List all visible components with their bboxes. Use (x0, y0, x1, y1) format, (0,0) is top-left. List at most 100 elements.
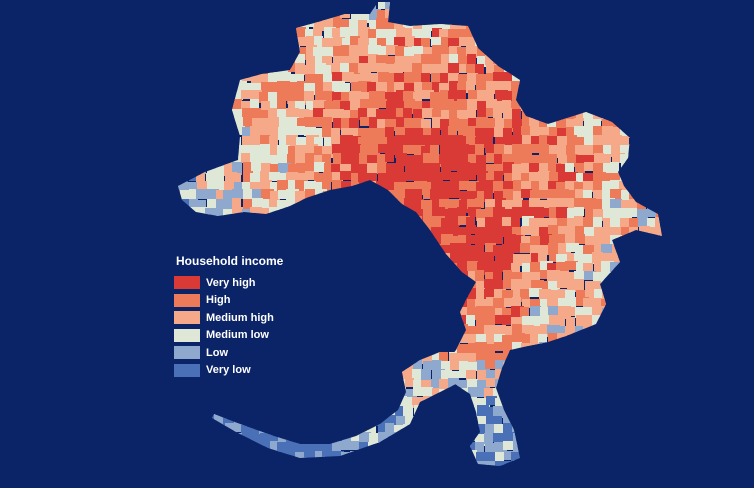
suburb-cell (161, 209, 174, 218)
suburb-cell (423, 396, 435, 407)
suburb-cell (666, 108, 678, 119)
suburb-cell (430, 279, 441, 289)
suburb-cell (621, 352, 633, 365)
suburb-cell (252, 461, 262, 466)
suburb-cell (593, 28, 602, 41)
suburb-cell (385, 18, 394, 29)
suburb-cell (575, 389, 588, 402)
suburb-cell (486, 164, 497, 174)
suburb-cell (360, 380, 370, 389)
suburb-cell (574, 118, 583, 129)
suburb-cell (250, 225, 262, 234)
suburb-cell (511, 65, 522, 77)
suburb-cell (476, 234, 486, 245)
suburb-cell (502, 81, 512, 91)
suburb-cell (601, 280, 610, 291)
suburb-cell (216, 424, 225, 437)
suburb-cell (394, 37, 405, 48)
suburb-cell (476, 461, 488, 466)
suburb-cell (549, 145, 559, 156)
suburb-cell (225, 442, 236, 452)
suburb-cell (538, 171, 550, 184)
suburb-cell (351, 190, 360, 201)
suburb-cell (322, 154, 331, 165)
suburb-cell (610, 55, 619, 66)
suburb-cell (162, 325, 174, 335)
suburb-cell (594, 325, 606, 336)
suburb-cell (287, 405, 299, 415)
suburb-cell (394, 207, 407, 217)
suburb-cell (647, 83, 656, 95)
suburb-cell (385, 360, 397, 372)
suburb-cell (288, 290, 299, 299)
suburb-cell (405, 155, 414, 165)
suburb-cell (295, 180, 308, 191)
suburb-cell (566, 92, 577, 101)
suburb-cell (260, 379, 272, 392)
suburb-cell (332, 478, 342, 488)
suburb-cell (341, 110, 350, 120)
suburb-cell (234, 182, 244, 195)
suburb-cell (252, 108, 261, 118)
suburb-cell (476, 352, 489, 361)
suburb-cell (637, 29, 650, 38)
suburb-cell (610, 18, 620, 29)
suburb-cell (656, 460, 662, 466)
suburb-cell (593, 145, 603, 154)
suburb-cell (386, 353, 395, 364)
suburb-cell (567, 406, 578, 417)
suburb-cell (520, 74, 529, 83)
suburb-cell (511, 2, 523, 13)
suburb-cell (430, 145, 439, 154)
suburb-cell (638, 99, 649, 111)
suburb-cell (252, 234, 264, 244)
suburb-cell (196, 172, 205, 184)
suburb-cell (621, 326, 630, 338)
suburb-cell (405, 280, 417, 290)
suburb-cell (574, 416, 586, 425)
suburb-cell (404, 290, 414, 302)
suburb-cell (602, 316, 613, 329)
suburb-cell (422, 90, 434, 99)
suburb-cell (278, 2, 291, 13)
suburb-cell (295, 352, 304, 363)
suburb-cell (160, 173, 170, 183)
suburb-cell (673, 65, 685, 77)
suburb-cell (405, 432, 417, 445)
suburb-cell (367, 173, 377, 184)
suburb-cell (395, 406, 408, 416)
suburb-cell (583, 82, 595, 93)
suburb-cell (169, 28, 178, 37)
suburb-cell (162, 154, 172, 164)
suburb-cell (412, 74, 422, 86)
suburb-cell (198, 452, 211, 463)
suburb-cell (367, 389, 379, 401)
suburb-cell (332, 342, 341, 351)
suburb-cell (422, 478, 432, 487)
suburb-cell (529, 362, 538, 372)
suburb-cell (421, 200, 433, 209)
suburb-cell (277, 398, 290, 408)
suburb-cell (629, 92, 640, 105)
suburb-cell (287, 244, 298, 255)
suburb-cell (673, 36, 682, 46)
suburb-cell (538, 281, 548, 290)
suburb-cell (358, 20, 367, 33)
suburb-cell (656, 145, 662, 157)
suburb-cell (432, 20, 445, 30)
suburb-cell (180, 425, 190, 437)
suburb-cell (529, 450, 538, 460)
suburb-cell (530, 326, 541, 335)
suburb-cell (188, 19, 197, 29)
suburb-cell (467, 470, 476, 481)
suburb-cell (332, 272, 344, 282)
suburb-cell (665, 217, 678, 228)
suburb-cell (583, 245, 594, 254)
suburb-cell (385, 127, 394, 140)
suburb-cell (549, 64, 561, 75)
suburb-cell (629, 110, 638, 119)
suburb-cell (288, 378, 301, 390)
suburb-cell (673, 469, 686, 481)
suburb-cell (648, 380, 657, 390)
suburb-cell (295, 406, 307, 419)
